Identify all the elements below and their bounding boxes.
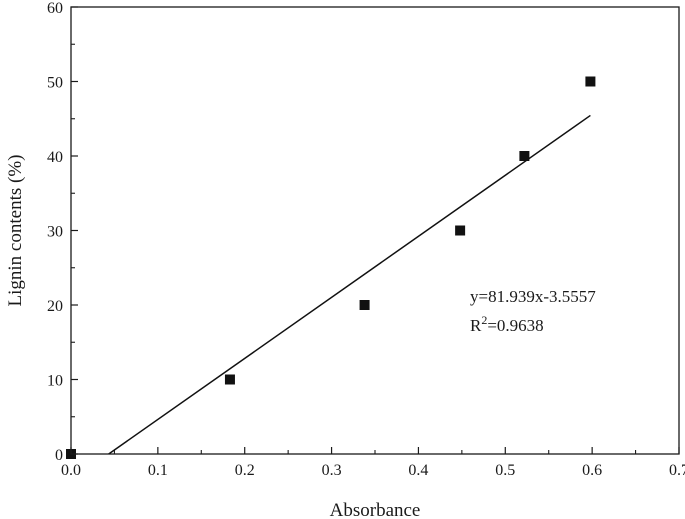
x-tick-label: 0.2 — [235, 462, 255, 479]
y-axis-title: Lignin contents (%) — [5, 155, 26, 307]
y-tick-label: 50 — [47, 75, 63, 92]
x-tick-label: 0.3 — [322, 462, 342, 479]
x-tick-label: 0.0 — [61, 462, 81, 479]
y-tick-label: 30 — [47, 224, 63, 241]
y-tick-label: 60 — [47, 0, 63, 17]
x-tick-label: 0.4 — [408, 462, 428, 479]
y-tick-label: 20 — [47, 298, 63, 315]
r2-prefix: R — [470, 316, 482, 335]
plot-frame — [70, 6, 680, 455]
data-point — [585, 76, 596, 87]
x-tick-label: 0.1 — [148, 462, 168, 479]
regression-equation: y=81.939x-3.5557 — [470, 287, 596, 306]
y-tick-label: 10 — [47, 373, 63, 390]
regression-line — [108, 114, 591, 455]
r2-superscript: 2 — [481, 313, 487, 327]
x-axis-title: Absorbance — [330, 500, 421, 519]
data-point — [224, 374, 235, 385]
r2-value: =0.9638 — [487, 316, 543, 335]
x-tick-label: 0.5 — [495, 462, 515, 479]
data-point — [455, 225, 466, 236]
x-tick-label: 0.6 — [582, 462, 602, 479]
r-squared-annotation: R2=0.9638 — [470, 313, 544, 335]
x-tick-label: 0.7 — [669, 462, 685, 479]
data-point — [359, 300, 370, 310]
y-tick-label: 0 — [55, 447, 63, 464]
y-tick-label: 40 — [47, 149, 63, 166]
data-point — [519, 151, 530, 161]
